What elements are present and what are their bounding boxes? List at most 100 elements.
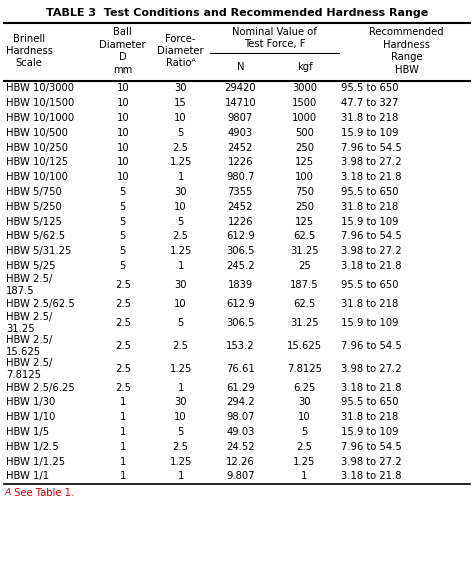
Text: 500: 500	[295, 128, 314, 138]
Text: 153.2: 153.2	[226, 341, 255, 351]
Text: 2.5: 2.5	[173, 143, 189, 152]
Text: 95.5 to 650: 95.5 to 650	[341, 280, 399, 290]
Text: 125: 125	[295, 217, 314, 227]
Text: Nominal Value of
Test Force, F: Nominal Value of Test Force, F	[232, 27, 317, 49]
Text: 30: 30	[174, 397, 187, 408]
Text: 5: 5	[119, 246, 126, 256]
Text: HBW 10/1000: HBW 10/1000	[6, 113, 74, 123]
Text: 1226: 1226	[228, 217, 253, 227]
Text: 10: 10	[174, 299, 187, 309]
Text: 1: 1	[177, 382, 184, 393]
Text: HBW 5/750: HBW 5/750	[6, 187, 62, 197]
Text: 98.07: 98.07	[226, 412, 255, 422]
Text: 10: 10	[117, 83, 129, 93]
Text: HBW 10/500: HBW 10/500	[6, 128, 68, 138]
Text: 1.25: 1.25	[169, 457, 192, 466]
Text: 7355: 7355	[228, 187, 253, 197]
Text: 306.5: 306.5	[226, 246, 255, 256]
Text: 15: 15	[174, 98, 187, 108]
Text: 10: 10	[117, 158, 129, 167]
Text: N: N	[237, 62, 244, 72]
Text: 10: 10	[117, 172, 129, 182]
Text: Brinell
Hardness
Scale: Brinell Hardness Scale	[6, 33, 53, 68]
Text: HBW 5/31.25: HBW 5/31.25	[6, 246, 71, 256]
Text: 1226: 1226	[228, 158, 253, 167]
Text: HBW 2.5/
187.5: HBW 2.5/ 187.5	[6, 274, 52, 296]
Text: 49.03: 49.03	[226, 427, 255, 437]
Text: 62.5: 62.5	[293, 299, 316, 309]
Text: 1000: 1000	[292, 113, 317, 123]
Text: 76.61: 76.61	[226, 364, 255, 374]
Text: HBW 10/1500: HBW 10/1500	[6, 98, 74, 108]
Text: 2.5: 2.5	[173, 341, 189, 351]
Text: 2452: 2452	[228, 143, 253, 152]
Text: 980.7: 980.7	[226, 172, 255, 182]
Text: HBW 1/10: HBW 1/10	[6, 412, 55, 422]
Text: 24.52: 24.52	[226, 442, 255, 452]
Text: 31.8 to 218: 31.8 to 218	[341, 412, 398, 422]
Text: 1: 1	[119, 412, 126, 422]
Text: 95.5 to 650: 95.5 to 650	[341, 83, 399, 93]
Text: HBW 1/1: HBW 1/1	[6, 472, 49, 481]
Text: A: A	[5, 488, 11, 497]
Text: 2.5: 2.5	[115, 318, 131, 328]
Text: 10: 10	[117, 113, 129, 123]
Text: 3.98 to 27.2: 3.98 to 27.2	[341, 364, 401, 374]
Text: 47.7 to 327: 47.7 to 327	[341, 98, 398, 108]
Text: 5: 5	[177, 427, 184, 437]
Text: kgf: kgf	[297, 62, 312, 72]
Text: 100: 100	[295, 172, 314, 182]
Text: 10: 10	[174, 412, 187, 422]
Text: 10: 10	[174, 202, 187, 212]
Text: 5: 5	[119, 231, 126, 241]
Text: 2.5: 2.5	[173, 442, 189, 452]
Text: HBW 5/250: HBW 5/250	[6, 202, 62, 212]
Text: 1: 1	[177, 172, 184, 182]
Text: 294.2: 294.2	[226, 397, 255, 408]
Text: 31.25: 31.25	[290, 318, 319, 328]
Text: 29420: 29420	[225, 83, 256, 93]
Text: 95.5 to 650: 95.5 to 650	[341, 187, 399, 197]
Text: 95.5 to 650: 95.5 to 650	[341, 397, 399, 408]
Text: 612.9: 612.9	[226, 299, 255, 309]
Text: 31.25: 31.25	[290, 246, 319, 256]
Text: 7.96 to 54.5: 7.96 to 54.5	[341, 341, 401, 351]
Text: 3.18 to 21.8: 3.18 to 21.8	[341, 261, 401, 271]
Text: 250: 250	[295, 143, 314, 152]
Text: 10: 10	[117, 128, 129, 138]
Text: 1500: 1500	[292, 98, 317, 108]
Text: 14710: 14710	[225, 98, 256, 108]
Text: 10: 10	[174, 113, 187, 123]
Text: Force-
Diameter
Ratioᴬ: Force- Diameter Ratioᴬ	[157, 33, 204, 68]
Text: 1.25: 1.25	[169, 246, 192, 256]
Text: 612.9: 612.9	[226, 231, 255, 241]
Text: 5: 5	[177, 128, 184, 138]
Text: HBW 1/30: HBW 1/30	[6, 397, 55, 408]
Text: 3000: 3000	[292, 83, 317, 93]
Text: 31.8 to 218: 31.8 to 218	[341, 299, 398, 309]
Text: 10: 10	[117, 98, 129, 108]
Text: HBW 5/62.5: HBW 5/62.5	[6, 231, 65, 241]
Text: 187.5: 187.5	[290, 280, 319, 290]
Text: 7.96 to 54.5: 7.96 to 54.5	[341, 442, 401, 452]
Text: HBW 1/5: HBW 1/5	[6, 427, 49, 437]
Text: HBW 1/2.5: HBW 1/2.5	[6, 442, 59, 452]
Text: 5: 5	[177, 217, 184, 227]
Text: 3.18 to 21.8: 3.18 to 21.8	[341, 382, 401, 393]
Text: 61.29: 61.29	[226, 382, 255, 393]
Text: 125: 125	[295, 158, 314, 167]
Text: 30: 30	[174, 187, 187, 197]
Text: 15.9 to 109: 15.9 to 109	[341, 318, 399, 328]
Text: 5: 5	[119, 202, 126, 212]
Text: 306.5: 306.5	[226, 318, 255, 328]
Text: 15.9 to 109: 15.9 to 109	[341, 427, 399, 437]
Text: 5: 5	[119, 187, 126, 197]
Text: 2452: 2452	[228, 202, 253, 212]
Text: HBW 10/250: HBW 10/250	[6, 143, 68, 152]
Text: 10: 10	[298, 412, 311, 422]
Text: 1.25: 1.25	[293, 457, 316, 466]
Text: HBW 2.5/6.25: HBW 2.5/6.25	[6, 382, 74, 393]
Text: HBW 2.5/62.5: HBW 2.5/62.5	[6, 299, 74, 309]
Text: 12.26: 12.26	[226, 457, 255, 466]
Text: 30: 30	[174, 280, 187, 290]
